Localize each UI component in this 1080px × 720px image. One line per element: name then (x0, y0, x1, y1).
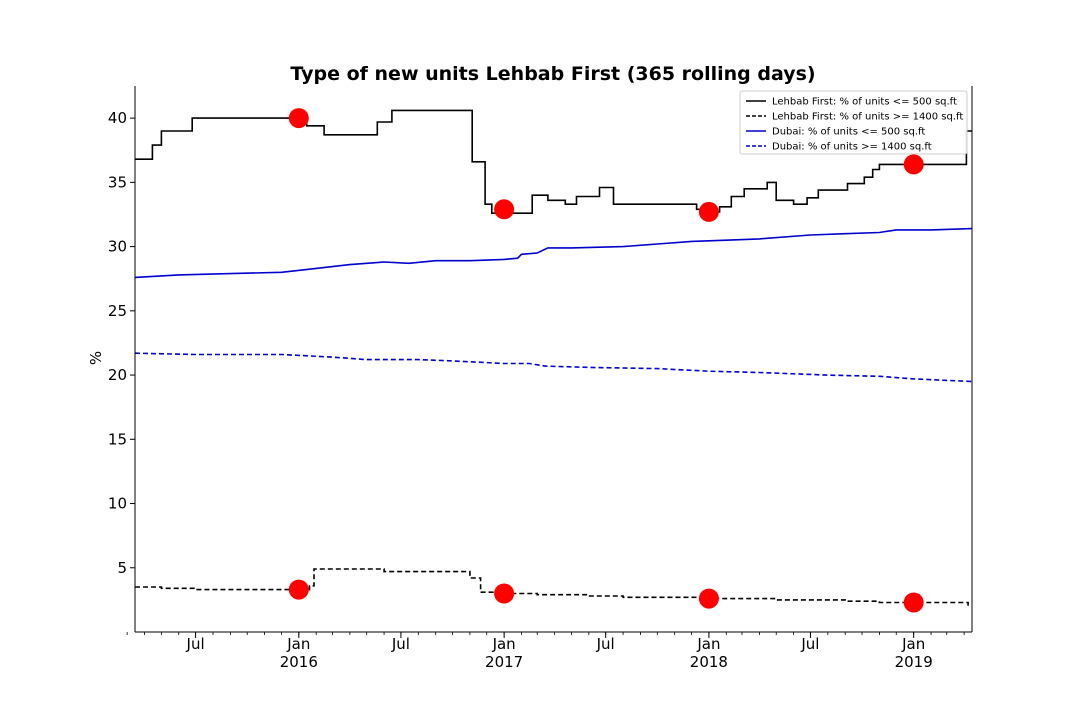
marker-point-3 (698, 201, 719, 222)
legend-entry-3: Dubai: % of units <= 500 sq.ft (772, 127, 925, 138)
x-tick-label-4: Jan (492, 635, 516, 653)
y-tick-label-40: 40 (108, 109, 127, 127)
x-tick-label-3: Jul (391, 635, 410, 653)
legend-box (739, 90, 968, 155)
x-tick-year-2: 2016 (280, 653, 318, 671)
x-tick-label-2: Jan (286, 635, 310, 653)
y-tick-label-35: 35 (108, 173, 127, 191)
x-tick-label-6: Jan (696, 635, 720, 653)
x-tick-label-5: Jul (596, 635, 615, 653)
series-line-2 (135, 568, 972, 606)
y-tick-label-10: 10 (108, 495, 127, 513)
x-tick-year-4: 2017 (485, 653, 523, 671)
plot-area (135, 108, 972, 613)
series-line-3 (135, 227, 972, 279)
y-tick-label-25: 25 (108, 302, 127, 320)
legend-entry-2: Lehbab First: % of units >= 1400 sq.ft (772, 112, 963, 123)
x-tick-year-8: 2019 (895, 653, 933, 671)
x-tick-label-7: Jul (800, 635, 819, 653)
y-tick-label-20: 20 (108, 366, 127, 384)
marker-point-4 (903, 154, 924, 175)
marker-point-8 (903, 592, 924, 613)
y-tick-label-30: 30 (108, 238, 127, 256)
marker-point-7 (698, 588, 719, 609)
y-tick-label-5: 5 (117, 559, 127, 577)
marker-point-2 (494, 199, 515, 220)
legend-entry-1: Lehbab First: % of units <= 500 sq.ft (772, 97, 957, 108)
series-line-1 (135, 109, 972, 214)
series-line-4 (135, 352, 972, 383)
x-tick-year-6: 2018 (690, 653, 728, 671)
marker-point-6 (494, 583, 515, 604)
marker-point-5 (288, 579, 309, 600)
chart-title: Type of new units Lehbab First (365 roll… (290, 63, 815, 85)
x-tick-label-8: Jan (901, 635, 925, 653)
series-group (135, 109, 972, 606)
y-axis-label: % (87, 351, 105, 365)
y-tick-label-15: 15 (108, 430, 127, 448)
x-tick-label-1: Jul (186, 635, 205, 653)
legend-entry-4: Dubai: % of units >= 1400 sq.ft (772, 142, 932, 153)
marker-point-1 (288, 108, 309, 129)
legend: Lehbab First: % of units <= 500 sq.ft Leh… (739, 90, 968, 155)
